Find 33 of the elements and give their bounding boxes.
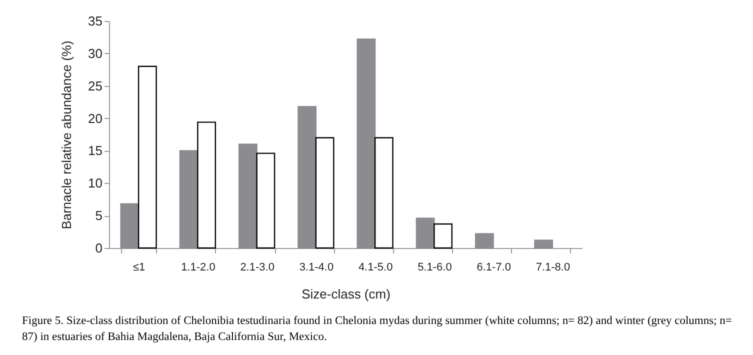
bar xyxy=(434,223,453,249)
bar xyxy=(256,152,276,249)
y-tick-label: 25 xyxy=(88,78,102,94)
bar xyxy=(374,137,394,249)
bar xyxy=(356,38,376,249)
bar xyxy=(138,66,157,249)
bar xyxy=(474,233,494,249)
bar xyxy=(298,106,317,249)
y-axis-title: Barnacle relative abundance (%) xyxy=(59,40,74,230)
x-tick-label: 4.1-5.0 xyxy=(358,262,393,274)
caption: Figure 5. Size-class distribution of Chelonibia testudinaria found in Chelonia mydas during summer (white columns; n= 82) and winter (grey columns; n= 87) in estuaries of Bahia Magdalena, Baja California Sur, Mexico. xyxy=(22,314,733,345)
x-tick-label: 6.1-7.0 xyxy=(476,262,511,274)
x-tick-label: ≤1 xyxy=(132,262,146,274)
bar xyxy=(179,150,198,249)
y-tick-label: 5 xyxy=(95,208,102,224)
y-tick-label: 15 xyxy=(88,143,102,158)
x-axis-title: Size-class (cm) xyxy=(302,286,390,302)
y-tick-label: 10 xyxy=(88,176,102,191)
y-tick-label: 20 xyxy=(88,110,102,126)
y-tick-label: 0 xyxy=(95,240,102,256)
x-tick-label: 2.1-3.0 xyxy=(240,262,274,274)
x-tick-label: 5.1-6.0 xyxy=(418,262,452,274)
bar xyxy=(238,144,258,249)
x-tick-label: 7.1-8.0 xyxy=(536,262,570,274)
bar xyxy=(197,122,216,249)
bar xyxy=(416,218,435,249)
y-tick-label: 30 xyxy=(88,46,102,61)
y-tick-label: 35 xyxy=(88,14,102,28)
bar xyxy=(534,240,554,249)
x-tick-label: 3.1-4.0 xyxy=(299,262,334,274)
bar xyxy=(120,203,140,249)
x-tick-label: 1.1-2.0 xyxy=(181,262,216,274)
bar xyxy=(315,137,334,249)
